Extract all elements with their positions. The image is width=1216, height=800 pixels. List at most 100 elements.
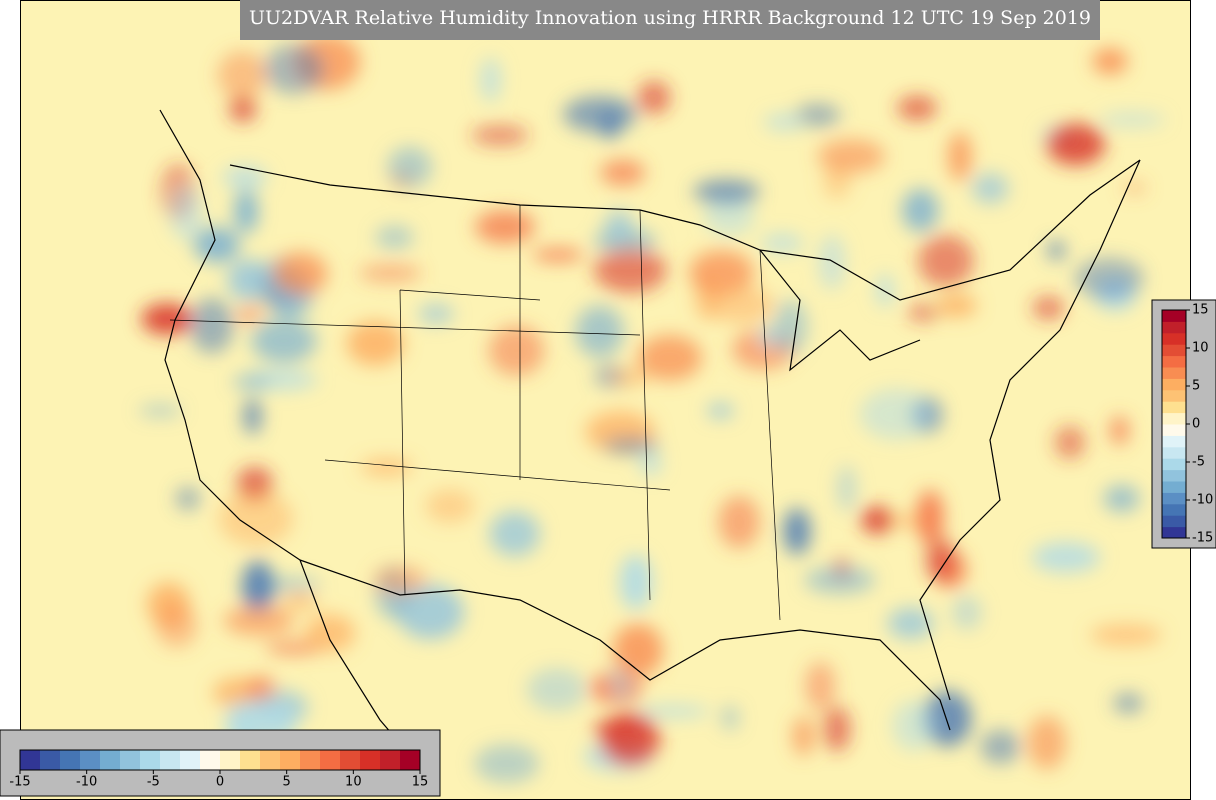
west-coast bbox=[159, 109, 441, 791]
field-blob bbox=[563, 96, 638, 133]
field-blob bbox=[817, 139, 886, 174]
colorbar-segment bbox=[1162, 515, 1186, 528]
colorbar-tick-label: 0 bbox=[1192, 417, 1200, 432]
field-blob bbox=[489, 511, 541, 557]
colorbar-segment bbox=[20, 750, 41, 770]
colorbar-segment bbox=[1162, 310, 1186, 322]
field-blob bbox=[876, 273, 894, 308]
colorbar-segment bbox=[1162, 435, 1186, 448]
southern-border bbox=[299, 559, 951, 731]
colorbar-segment bbox=[1162, 344, 1186, 357]
field-blob bbox=[591, 720, 648, 736]
field-blob bbox=[373, 565, 428, 595]
field-blob bbox=[263, 44, 325, 95]
colorbar-segment bbox=[180, 750, 201, 770]
innovation-field bbox=[137, 34, 1166, 784]
field-blob bbox=[1113, 693, 1144, 714]
colorbar-segment bbox=[1162, 321, 1186, 334]
field-blob bbox=[609, 666, 632, 701]
field-blob bbox=[304, 614, 356, 653]
field-blob bbox=[637, 80, 671, 115]
field-blob bbox=[823, 706, 851, 752]
field-blob bbox=[837, 465, 856, 512]
field-blob bbox=[218, 490, 294, 547]
field-blob bbox=[471, 125, 529, 146]
field-blob bbox=[232, 374, 271, 391]
colorbar-tick-label: 10 bbox=[345, 775, 362, 790]
colorbar-segment bbox=[200, 750, 221, 770]
colorbar-tick-label: 15 bbox=[1192, 303, 1209, 318]
field-blob bbox=[887, 607, 934, 640]
colorbar-tick-label: -15 bbox=[1192, 531, 1213, 546]
colorbar-segment bbox=[1162, 378, 1186, 391]
colorbar-tick-label: 5 bbox=[1192, 379, 1200, 394]
field-blob bbox=[346, 321, 404, 366]
field-blob bbox=[475, 210, 535, 244]
field-blob bbox=[922, 690, 972, 747]
field-blob bbox=[693, 179, 760, 205]
field-blob bbox=[193, 227, 240, 263]
field-blob bbox=[241, 560, 275, 614]
field-blob bbox=[1031, 542, 1100, 573]
field-blob bbox=[358, 264, 423, 283]
title: UU2DVAR Relative Humidity Innovation usi… bbox=[249, 7, 1091, 29]
colorbar-segment bbox=[1162, 503, 1186, 516]
field-blob bbox=[1092, 48, 1128, 75]
colorbar-segment bbox=[1162, 424, 1186, 436]
colorbar-segment bbox=[1162, 367, 1186, 379]
field-blob bbox=[1103, 485, 1140, 513]
field-blob bbox=[926, 536, 955, 582]
field-blob bbox=[1047, 241, 1065, 260]
field-blob bbox=[170, 185, 203, 241]
field-blob bbox=[897, 95, 938, 121]
field-blob bbox=[599, 712, 660, 766]
map bbox=[20, 0, 1190, 800]
field-blob bbox=[761, 233, 804, 254]
field-blob bbox=[619, 554, 652, 610]
field-blob bbox=[480, 57, 501, 103]
field-blob bbox=[763, 113, 805, 131]
field-blob bbox=[1110, 415, 1129, 445]
field-blob bbox=[155, 604, 198, 648]
field-blob bbox=[804, 566, 876, 594]
field-blob bbox=[980, 729, 1021, 764]
field-blob bbox=[859, 388, 934, 440]
title-box bbox=[240, 0, 1100, 40]
colorbar: -15 -10 -5 0 5 10 15 bbox=[9, 749, 428, 790]
colorbar-segment bbox=[1162, 492, 1186, 505]
colorbar-segment bbox=[380, 750, 401, 770]
colorbar-segment bbox=[1162, 412, 1186, 425]
colorbar-segment bbox=[1162, 401, 1186, 414]
colorbar-segment bbox=[100, 750, 121, 770]
colorbar-segment bbox=[320, 750, 341, 770]
field-blob bbox=[189, 297, 234, 354]
colorbar-tick-label: -10 bbox=[1192, 493, 1213, 508]
field-blob bbox=[792, 716, 815, 757]
field-blob bbox=[818, 234, 845, 290]
field-blob bbox=[906, 303, 941, 322]
field-blob bbox=[951, 595, 982, 630]
field-blob bbox=[387, 146, 433, 188]
state-borders bbox=[169, 205, 781, 621]
colorbar-segment bbox=[1162, 446, 1186, 459]
colorbar-tick-label: 10 bbox=[1192, 341, 1209, 356]
colorbar-segment bbox=[120, 750, 141, 770]
boundaries bbox=[159, 109, 1141, 791]
field-blob bbox=[638, 452, 662, 476]
field-blob bbox=[612, 623, 664, 677]
colorbar-tick-label: 0 bbox=[216, 775, 224, 790]
field-blob bbox=[636, 705, 711, 718]
colorbar-tick-label: 5 bbox=[283, 775, 291, 790]
field-blob bbox=[609, 368, 649, 387]
field-blob bbox=[138, 404, 182, 417]
field-blob bbox=[600, 159, 646, 186]
colorbar-segment bbox=[1162, 355, 1186, 368]
field-blob bbox=[474, 744, 540, 784]
field-blob bbox=[637, 334, 702, 381]
field-blob bbox=[773, 299, 808, 354]
colorbar-segment bbox=[1162, 458, 1186, 471]
colorbar-segment bbox=[280, 750, 301, 770]
field-blob bbox=[375, 225, 414, 250]
